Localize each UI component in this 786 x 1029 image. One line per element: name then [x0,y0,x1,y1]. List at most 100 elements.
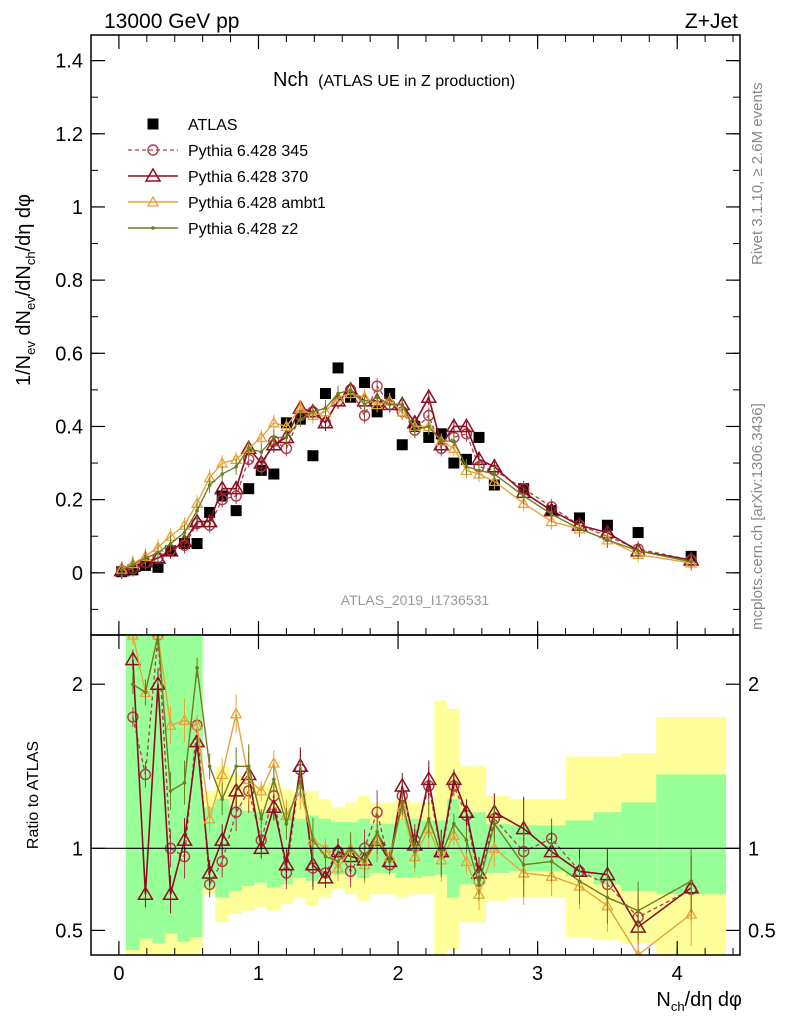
main-data-point [213,480,231,495]
legend-entry-label: Pythia 6.428 370 [188,169,308,186]
legend-marker [144,167,162,182]
main-data-point [201,513,218,528]
ratio-data-point [162,885,179,901]
main-title: Nch (ATLAS UE in Z production) [273,69,515,91]
analysis-watermark: ATLAS_2019_I1736531 [341,592,490,608]
ratio-data-point [272,777,276,782]
main-data-point [492,472,497,476]
main-data-point [143,556,148,560]
legend-entry-label: Pythia 6.428 345 [188,143,308,160]
main-data-point [227,480,245,495]
ratio-data-point [549,859,554,864]
green-band-bin [190,635,203,937]
main-data-point [439,439,444,443]
main-data-point [488,475,501,486]
main-axes: 0 0.2 0.4 0.6 0.8 1 1.2 1.4 [55,34,741,636]
ratio-data-point [190,718,204,730]
ratio-data-point [460,855,473,867]
ratio-data-point [492,821,497,826]
ratio-data-point [317,869,334,884]
rivet-label: Rivet 3.1.10, ≥ 2.6M events [749,83,766,266]
green-band-bin [177,635,191,942]
ratio-y-tick-label: 2 [72,674,83,696]
main-data-point [255,431,268,443]
main-data-point [220,472,224,476]
legend-marker [151,226,155,230]
main-series-line [121,389,692,571]
ratio-y-tick-label-right: 1 [748,838,759,860]
main-y-axis-label: 1/Nev dNev/dNch/dη dφ [13,194,38,386]
main-data-point [396,439,408,451]
main-data-point [362,402,367,407]
legend: ATLAS Pythia 6.428 345 Pythia 6.428 370 Pyt… [128,117,326,238]
ratio-data-point [230,707,243,719]
main-data-point [636,549,640,553]
ratio-data-point [304,856,322,871]
ratio-data-point [188,733,206,748]
main-data-point [195,508,199,513]
main-data-point [359,377,371,389]
ratio-data-point [477,882,481,887]
ratio-y-tick-label: 0.5 [55,920,83,942]
ratio-data-point [127,711,139,723]
ratio-data-point [259,816,264,821]
ratio-data-point [605,895,610,900]
main-data-point [447,442,460,454]
main-data-point [458,417,475,433]
x-tick-label: 1 [253,963,264,985]
ratio-data-point [278,856,295,871]
main-data-point [311,410,315,414]
ratio-data-point [336,859,340,864]
ratio-data-point [387,859,392,864]
main-data-point [252,454,270,469]
ratio-data-point [577,879,582,883]
main-data-point [317,414,334,429]
main-data-point [632,527,644,539]
ratio-data-point [413,849,417,854]
ratio-data-point [311,838,315,842]
main-data-point [336,391,340,396]
ratio-data-point [439,853,444,857]
ratio-data-point [164,718,177,730]
ratio-data-point [426,816,431,821]
main-data-point [207,483,212,487]
green-band-bin [152,635,165,944]
ratio-data-point [458,803,475,818]
main-data-point [162,542,179,557]
main-data-point [152,561,164,573]
ratio-data-point [168,789,173,793]
ratio-y-axis-label: Ratio to ATLAS [25,741,42,849]
ratio-y-tick-label: 1 [72,838,83,860]
main-data-point [267,416,280,428]
main-data-point [396,405,409,417]
main-data-point [387,402,392,407]
ratio-data-point [203,812,216,824]
ratio-frame [90,634,741,956]
ratio-data-point [139,768,152,781]
main-data-point [230,505,242,517]
main-data-point [517,496,530,508]
main-data-point [168,541,173,546]
ratio-y-tick-label-right: 2 [748,674,759,696]
main-data-point [371,398,384,410]
main-data-point [191,538,203,550]
ratio-data-point [252,839,270,855]
ratio-data-point [284,821,289,826]
main-data-point [426,424,431,429]
main-data-point [423,431,435,443]
main-data-point [188,513,206,528]
legend-marker [146,195,160,207]
legend-marker [147,118,159,130]
ratio-data-point [464,838,469,842]
main-data-point [473,431,485,443]
main-data-point [149,549,167,564]
main-data-point [545,515,558,527]
main-data-point [348,388,353,392]
ratio-data-point [521,862,526,867]
header-energy-label: 13000 GeV pp [104,10,239,33]
legend-entry-label: ATLAS [188,117,238,134]
main-data-point [577,527,582,531]
green-band-bin [621,802,657,891]
main-series-layer [113,362,700,579]
